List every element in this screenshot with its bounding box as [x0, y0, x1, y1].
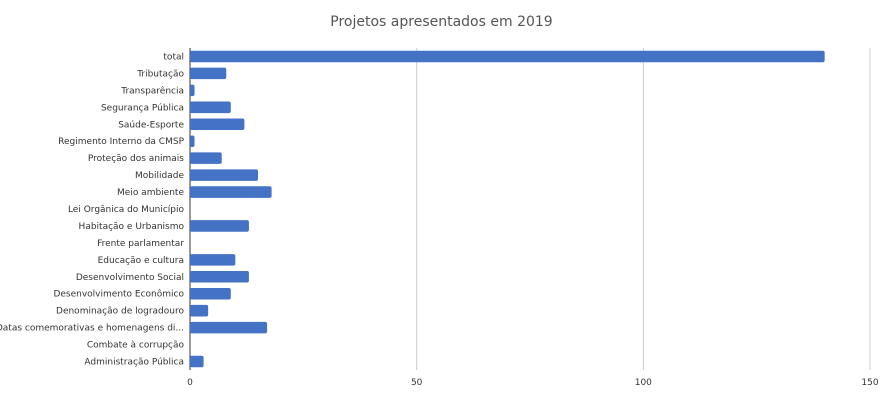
bar: [190, 169, 258, 181]
category-label: Meio ambiente: [117, 188, 184, 198]
bar: [190, 50, 825, 63]
bar: [190, 101, 231, 114]
category-label: Frente parlamentar: [97, 239, 184, 249]
bar: [190, 271, 249, 283]
category-label: Educação e cultura: [98, 256, 184, 266]
bar: [190, 287, 231, 300]
bar: [190, 254, 236, 266]
bar: [190, 220, 249, 232]
bar: [190, 152, 222, 164]
bar: [190, 186, 272, 198]
category-label: Lei Orgânica do Município: [68, 205, 185, 215]
bar: [190, 304, 209, 317]
category-label: Habitação e Urbanismo: [79, 222, 185, 232]
category-label: Segurança Pública: [101, 103, 184, 113]
x-tick-label: 0: [187, 378, 193, 388]
category-label: Denominação de logradouro: [56, 307, 184, 317]
category-label: Mobilidade: [135, 171, 184, 181]
x-tick-label: 50: [411, 378, 423, 388]
bar: [190, 135, 195, 147]
bar: [190, 118, 245, 131]
bar: [190, 67, 227, 80]
category-label: Transparência: [120, 85, 184, 96]
category-label: Tributação: [136, 69, 184, 79]
category-label: Desenvolvimento Social: [76, 273, 184, 283]
bar: [190, 321, 268, 334]
x-tick-label: 100: [635, 378, 652, 388]
category-label: Proteção dos animais: [88, 154, 184, 164]
category-label: Saúde-Esporte: [118, 120, 184, 130]
bar: [190, 355, 204, 368]
category-label: Combate à corrupção: [87, 341, 185, 351]
x-tick-label: 150: [861, 378, 878, 388]
category-label: Datas comemorativas e homenagens di...: [0, 324, 184, 334]
category-label: Regimento Interno da CMSP: [58, 137, 184, 147]
chart-title: Projetos apresentados em 2019: [330, 14, 553, 30]
category-label: Desenvolvimento Econômico: [53, 289, 184, 300]
bar: [190, 84, 195, 97]
category-label: Administração Pública: [84, 358, 184, 368]
category-label: total: [163, 52, 184, 62]
